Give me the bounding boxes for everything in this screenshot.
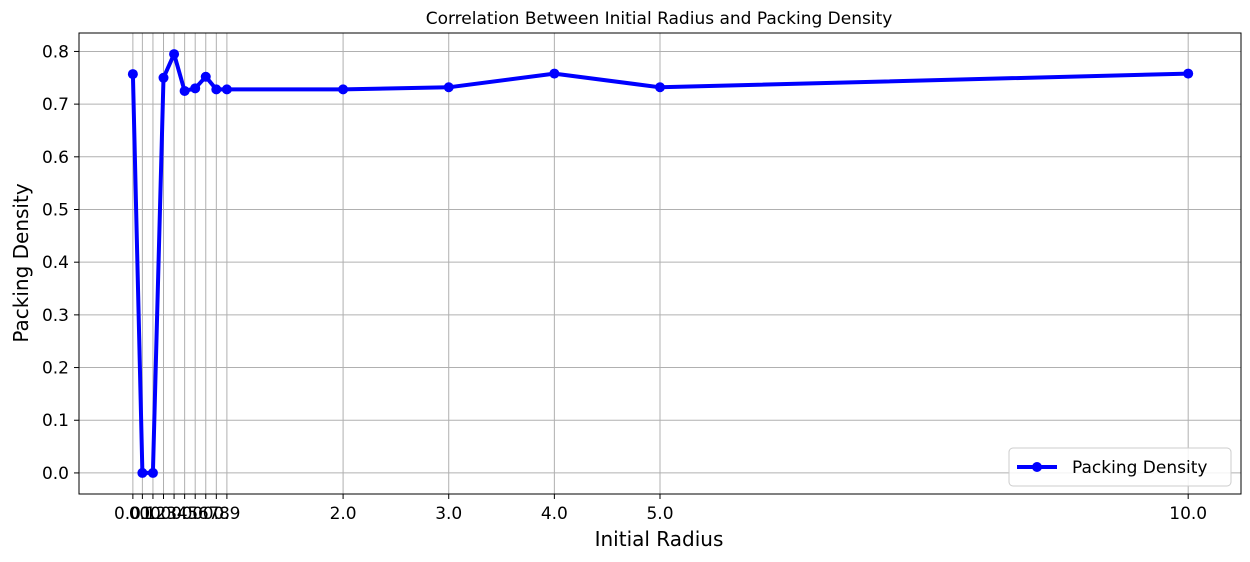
data-point xyxy=(338,84,349,95)
x-tick-label: 0.8 xyxy=(203,504,230,524)
x-tick-label: 0.6 xyxy=(182,504,209,524)
y-axis: 0.0 0.1 0.2 0.3 0.4 0.5 0.6 0.7 0.8 xyxy=(42,42,79,484)
data-point xyxy=(190,83,201,94)
data-point xyxy=(655,82,665,93)
x-tick-label: 0.1 xyxy=(129,504,156,524)
y-tick-label: 0.3 xyxy=(42,306,69,326)
data-point xyxy=(211,84,222,95)
legend: Packing Density xyxy=(1008,447,1232,487)
data-point xyxy=(158,72,169,83)
y-tick-label: 0.1 xyxy=(42,411,69,431)
x-tick-label: 0.4 xyxy=(161,504,188,524)
x-tick-label: 10.0 xyxy=(1169,504,1207,524)
data-point xyxy=(200,71,211,82)
x-tick-label: 0.5 xyxy=(171,504,198,524)
y-tick-label: 0.8 xyxy=(42,42,69,62)
y-tick-label: 0.5 xyxy=(42,200,69,220)
series-group xyxy=(127,49,1194,478)
legend-marker-swatch xyxy=(1032,462,1042,472)
data-point xyxy=(127,69,138,80)
y-tick-label: 0.7 xyxy=(42,95,69,115)
x-tick-label: 3.0 xyxy=(435,504,462,524)
chart-title: Correlation Between Initial Radius and P… xyxy=(426,9,893,29)
legend-box xyxy=(1008,447,1232,487)
x-tick-label: 5.0 xyxy=(646,504,673,524)
data-point xyxy=(179,85,190,96)
y-axis-label: Packing Density xyxy=(9,183,33,342)
x-axis-label: Initial Radius xyxy=(595,527,724,551)
x-axis: 0.010.10.20.30.40.50.60.70.80.9 2.0 3.0 4.0… xyxy=(114,494,1207,524)
y-tick-label: 0.6 xyxy=(42,148,69,168)
x-tick-label: 0.3 xyxy=(150,504,177,524)
data-point xyxy=(221,84,232,95)
data-point xyxy=(443,82,454,93)
x-tick-label: 0.7 xyxy=(192,504,219,524)
data-point xyxy=(549,68,560,79)
x-tick-label: 0.01 xyxy=(114,504,152,524)
x-tick-label: 0.9 xyxy=(213,504,240,524)
x-tick-label: 2.0 xyxy=(330,504,357,524)
y-tick-label: 0.0 xyxy=(42,464,69,484)
x-tick-label: 4.0 xyxy=(541,504,568,524)
data-point xyxy=(137,467,148,478)
y-tick-label: 0.2 xyxy=(42,359,69,379)
grid xyxy=(79,33,1241,494)
data-point xyxy=(1183,68,1194,79)
legend-entry-label: Packing Density xyxy=(1072,458,1207,478)
data-point xyxy=(147,467,158,478)
series-line xyxy=(130,52,1189,475)
x-tick-label: 0.2 xyxy=(139,504,166,524)
data-point xyxy=(169,49,180,60)
y-tick-label: 0.4 xyxy=(42,253,69,273)
